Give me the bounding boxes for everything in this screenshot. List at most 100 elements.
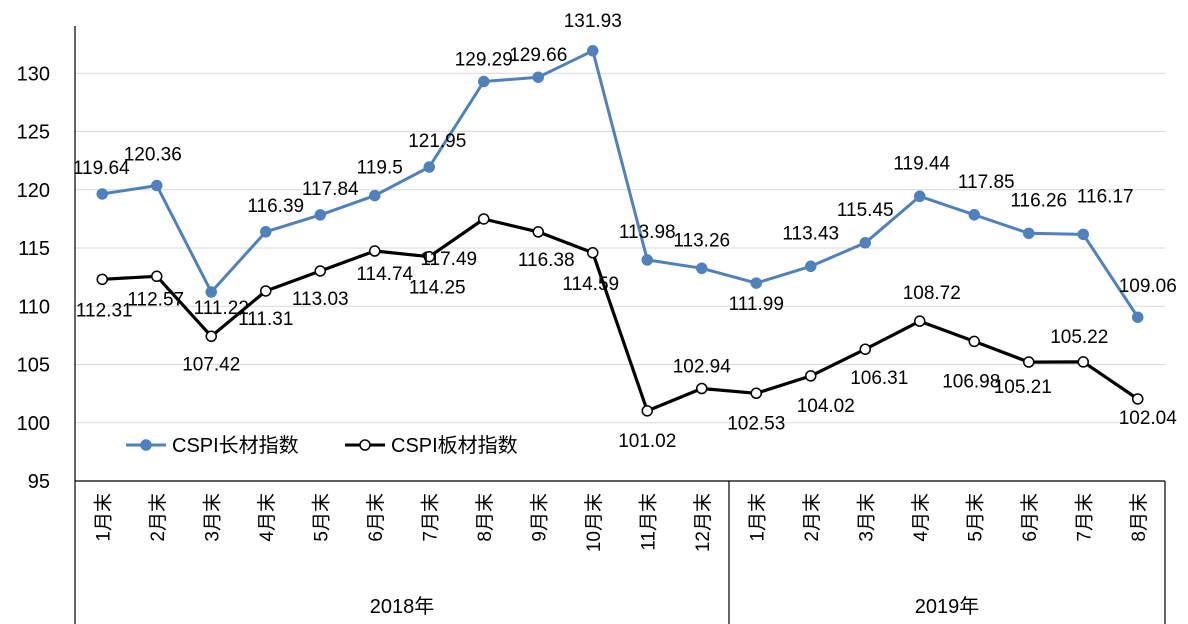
data-point xyxy=(260,285,272,297)
y-tick-label: 125 xyxy=(17,122,50,144)
axes xyxy=(74,26,1166,624)
legend: CSPI长材指数 CSPI板材指数 xyxy=(126,434,518,457)
x-category-label: 12月末 xyxy=(692,493,714,552)
x-category-label: 9月末 xyxy=(528,493,550,542)
data-label: 111.99 xyxy=(729,294,784,315)
data-label: 111.22 xyxy=(194,298,249,319)
data-label: 105.22 xyxy=(1050,327,1108,348)
data-point xyxy=(968,335,980,348)
y-tick-labels: 95 100 105 110 115 120 125 130 xyxy=(17,63,50,493)
legend-item-long: CSPI长材指数 xyxy=(126,434,299,457)
data-point xyxy=(205,286,217,298)
data-point xyxy=(914,190,926,203)
x-category-label: 11月末 xyxy=(637,493,659,551)
y-tick-label: 95 xyxy=(28,471,50,493)
x-category-label: 10月末 xyxy=(583,493,605,552)
data-point xyxy=(478,75,490,88)
data-point xyxy=(805,260,817,273)
group-label: 2019年 xyxy=(915,595,980,618)
series-points xyxy=(96,45,1144,417)
data-label: 109.06 xyxy=(1119,276,1177,297)
data-point xyxy=(423,161,435,173)
data-point xyxy=(859,343,871,355)
data-label: 113.26 xyxy=(673,230,730,251)
data-point xyxy=(750,277,762,289)
data-point xyxy=(369,189,381,202)
x-category-label: 7月末 xyxy=(419,493,441,542)
data-label: 106.98 xyxy=(942,371,1000,392)
y-tick-label: 120 xyxy=(17,180,50,202)
x-category-labels: 1月末 2月末 3月末 4月末 5月末 6月末 7月末 8月末 9月末 10月末 11月末 12月末 1… xyxy=(92,493,1150,552)
data-point xyxy=(587,247,599,259)
data-point xyxy=(1023,227,1035,240)
data-point xyxy=(260,226,272,238)
data-label: 102.94 xyxy=(673,356,732,377)
data-label: 114.59 xyxy=(562,274,619,295)
data-point xyxy=(805,370,817,382)
legend-item-plate: CSPI板材指数 xyxy=(345,434,518,457)
x-category-label: 5月末 xyxy=(964,493,986,542)
y-tick-label: 105 xyxy=(17,355,50,377)
data-point xyxy=(750,387,762,400)
data-label: 108.72 xyxy=(903,283,961,304)
data-label: 129.66 xyxy=(509,45,567,66)
group-label: 2018年 xyxy=(370,595,435,618)
data-label: 129.29 xyxy=(455,50,513,71)
data-label: 113.03 xyxy=(292,289,349,310)
data-point xyxy=(1077,356,1089,368)
x-group-labels: 2018年 2019年 xyxy=(370,595,980,618)
data-point xyxy=(314,265,326,277)
x-category-label: 2月末 xyxy=(147,493,169,542)
data-point xyxy=(1132,311,1144,323)
data-label: 113.43 xyxy=(782,223,839,244)
legend-label: CSPI长材指数 xyxy=(172,434,299,457)
data-label: 119.64 xyxy=(73,158,130,179)
data-point xyxy=(696,262,708,275)
data-point xyxy=(151,270,163,283)
data-point xyxy=(859,237,871,249)
x-category-label: 7月末 xyxy=(1073,493,1095,542)
data-label: 102.04 xyxy=(1119,408,1178,429)
data-label: 116.39 xyxy=(247,196,304,217)
x-category-label: 6月末 xyxy=(1019,493,1041,542)
data-point xyxy=(96,273,108,286)
data-label: 117.49 xyxy=(420,249,477,270)
data-point xyxy=(532,71,544,83)
x-category-label: 2月末 xyxy=(801,493,823,542)
data-point xyxy=(314,209,326,221)
data-label: 106.31 xyxy=(850,368,908,389)
data-label: 117.85 xyxy=(958,172,1015,193)
data-label: 112.31 xyxy=(76,300,133,321)
data-point xyxy=(641,405,653,417)
data-label: 121.95 xyxy=(408,131,466,152)
x-category-label: 5月末 xyxy=(310,493,332,542)
data-point xyxy=(205,330,217,343)
series-line-plate xyxy=(102,217,1139,413)
data-point xyxy=(914,315,926,327)
data-label: 119.5 xyxy=(357,158,403,179)
data-label: 120.36 xyxy=(124,145,182,166)
data-point xyxy=(641,254,653,266)
data-label: 117.84 xyxy=(302,179,359,200)
data-point xyxy=(587,45,599,57)
legend-label: CSPI板材指数 xyxy=(391,434,518,457)
series-lines xyxy=(102,49,1140,413)
data-point xyxy=(1023,356,1035,368)
data-label: 116.26 xyxy=(1010,190,1067,211)
x-category-label: 1月末 xyxy=(92,493,114,542)
data-label: 119.44 xyxy=(893,153,950,174)
gridlines xyxy=(75,72,1165,424)
data-point xyxy=(532,226,544,238)
data-label: 131.93 xyxy=(564,11,622,32)
data-label: 116.17 xyxy=(1077,186,1134,207)
data-point xyxy=(1132,393,1144,405)
x-category-label: 8月末 xyxy=(1128,493,1150,542)
y-tick-label: 115 xyxy=(18,238,50,260)
x-category-label: 3月末 xyxy=(855,493,877,542)
data-point xyxy=(1077,228,1089,241)
data-point xyxy=(696,382,708,395)
x-category-label: 3月末 xyxy=(201,493,223,542)
y-tick-label: 100 xyxy=(17,413,50,435)
data-label: 102.53 xyxy=(727,413,785,434)
